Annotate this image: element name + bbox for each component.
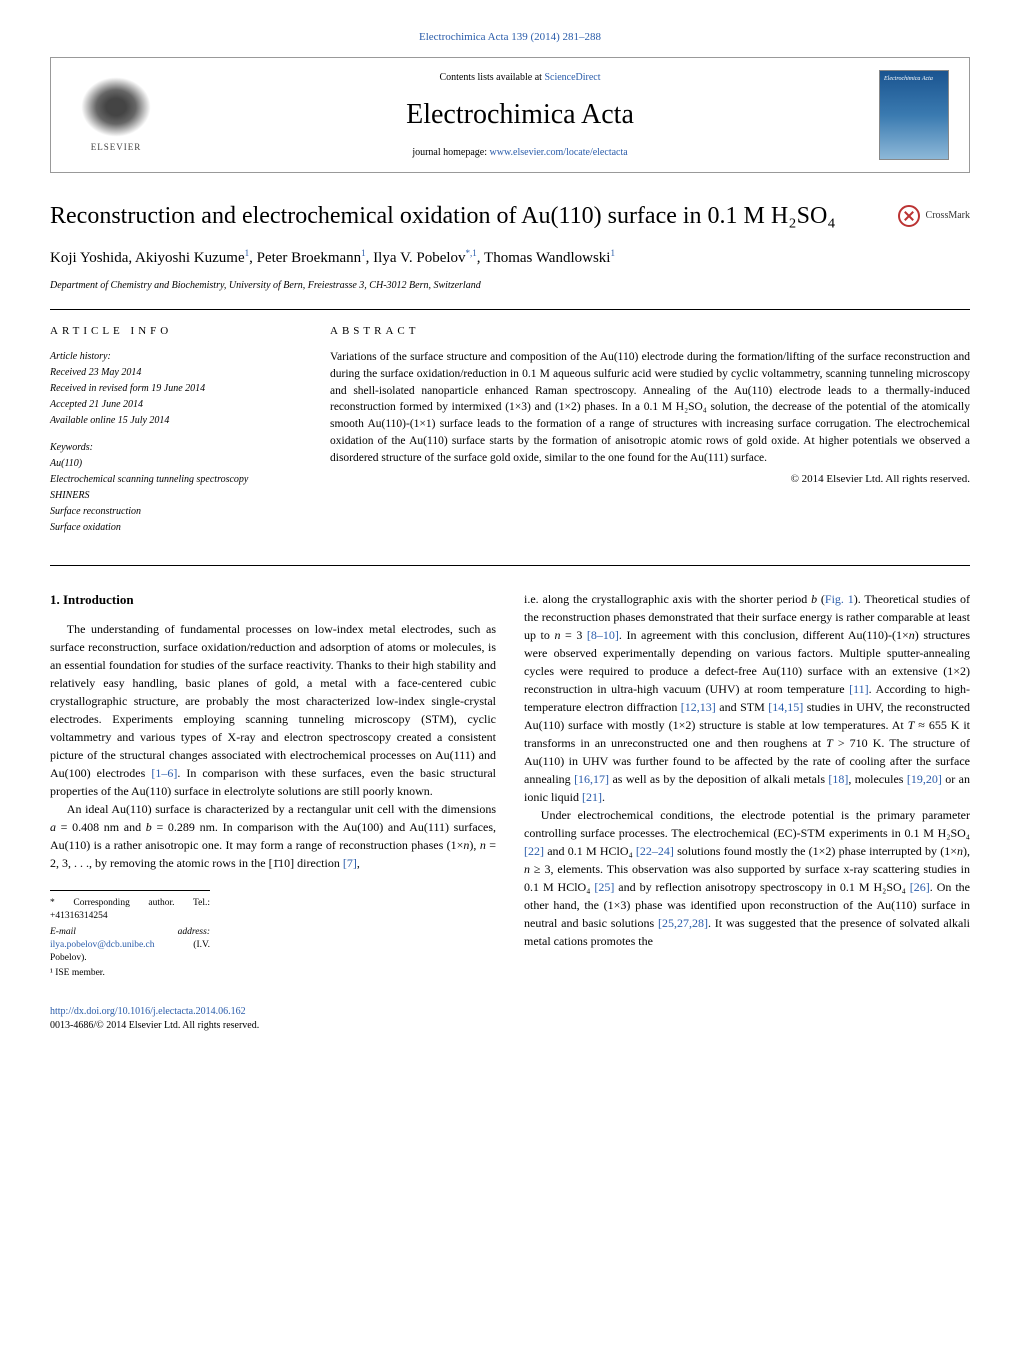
abstract-label: ABSTRACT [330,324,970,339]
elsevier-logo: ELSEVIER [71,70,161,160]
corresponding-author-note: * Corresponding author. Tel.: +413163142… [50,897,210,924]
journal-name: Electrochimica Acta [161,95,879,134]
keyword: SHINERS [50,488,290,503]
abstract-copyright: © 2014 Elsevier Ltd. All rights reserved… [330,472,970,487]
info-abstract-row: ARTICLE INFO Article history: Received 2… [50,324,970,566]
homepage-url[interactable]: www.elsevier.com/locate/electacta [490,147,628,158]
article-header: CrossMark Reconstruction and electrochem… [50,201,970,310]
author-affiliation: Department of Chemistry and Biochemistry… [50,279,970,293]
crossmark-icon [898,205,920,227]
body-paragraph: The understanding of fundamental process… [50,620,496,800]
sciencedirect-link[interactable]: ScienceDirect [544,72,600,83]
authors-list: Koji Yoshida, Akiyoshi Kuzume1, Peter Br… [50,247,970,270]
body-columns: 1. Introduction The understanding of fun… [50,590,970,982]
journal-center-block: Contents lists available at ScienceDirec… [161,71,879,160]
crossmark-badge[interactable]: CrossMark [898,205,970,227]
abstract-column: ABSTRACT Variations of the surface struc… [330,324,970,547]
journal-header-bar: ELSEVIER Contents lists available at Sci… [50,57,970,173]
article-history-block: Article history: Received 23 May 2014 Re… [50,349,290,428]
keywords-label: Keywords: [50,440,290,455]
doi-link[interactable]: http://dx.doi.org/10.1016/j.electacta.20… [50,1005,970,1019]
body-paragraph: Under electrochemical conditions, the el… [524,806,970,950]
abstract-text: Variations of the surface structure and … [330,349,970,466]
history-received: Received 23 May 2014 [50,365,290,380]
history-accepted: Accepted 21 June 2014 [50,397,290,412]
footer-info: http://dx.doi.org/10.1016/j.electacta.20… [50,1005,970,1033]
article-title: Reconstruction and electrochemical oxida… [50,201,970,232]
section-heading-introduction: 1. Introduction [50,590,496,610]
contents-line: Contents lists available at ScienceDirec… [161,71,879,85]
crossmark-label: CrossMark [926,209,970,223]
keywords-block: Keywords: Au(110) Electrochemical scanni… [50,440,290,535]
keyword: Au(110) [50,456,290,471]
body-column-right: i.e. along the crystallographic axis wit… [524,590,970,982]
journal-citation: Electrochimica Acta 139 (2014) 281–288 [50,30,970,45]
history-label: Article history: [50,349,290,364]
footnotes-block: * Corresponding author. Tel.: +413163142… [50,890,210,981]
contents-prefix: Contents lists available at [439,72,544,83]
elsevier-text: ELSEVIER [91,141,142,154]
history-revised: Received in revised form 19 June 2014 [50,381,290,396]
keyword: Surface reconstruction [50,504,290,519]
ise-member-note: ¹ ISE member. [50,967,210,980]
homepage-line: journal homepage: www.elsevier.com/locat… [161,146,879,160]
journal-cover-text: Electrochimica Acta [880,71,948,87]
article-info-label: ARTICLE INFO [50,324,290,339]
email-note: E-mail address: ilya.pobelov@dcb.unibe.c… [50,926,210,966]
issn-copyright: 0013-4686/© 2014 Elsevier Ltd. All right… [50,1019,970,1033]
keyword: Electrochemical scanning tunneling spect… [50,472,290,487]
journal-cover-thumbnail: Electrochimica Acta [879,70,949,160]
body-column-left: 1. Introduction The understanding of fun… [50,590,496,982]
email-link[interactable]: ilya.pobelov@dcb.unibe.ch [50,940,155,950]
elsevier-tree-icon [81,77,151,137]
homepage-prefix: journal homepage: [412,147,489,158]
email-label: E-mail address: [50,927,210,937]
body-paragraph: i.e. along the crystallographic axis wit… [524,590,970,806]
keyword: Surface oxidation [50,520,290,535]
body-paragraph: An ideal Au(110) surface is characterize… [50,800,496,872]
history-online: Available online 15 July 2014 [50,413,290,428]
article-info-column: ARTICLE INFO Article history: Received 2… [50,324,290,547]
